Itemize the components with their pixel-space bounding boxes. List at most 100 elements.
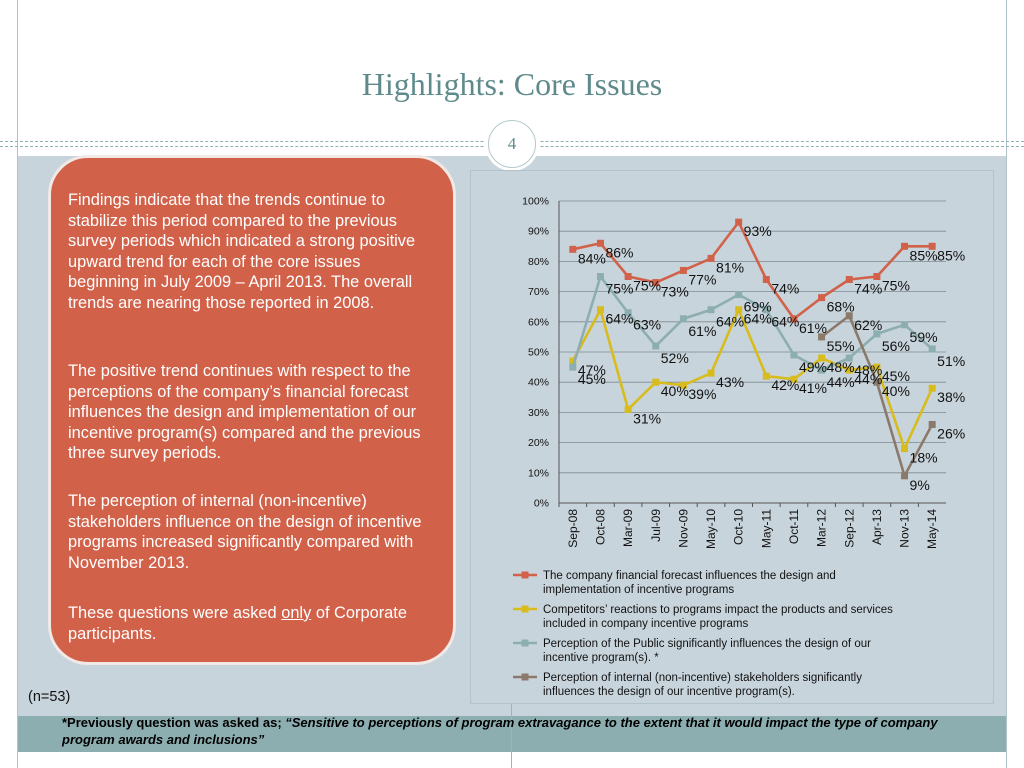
series-2-point [818,354,826,362]
series-2-point [707,369,715,377]
y-tick-label: 20% [528,437,549,449]
series-3-point [624,309,632,317]
series-2-point [790,375,798,383]
legend-marker-1 [521,571,529,579]
y-tick-label: 60% [528,316,549,328]
series-1-point [845,276,853,284]
series-1-point [569,245,577,253]
series-3-point [569,363,577,371]
legend-marker-2 [521,605,529,613]
data-label: 40% [882,383,910,399]
data-label: 48% [827,359,855,375]
series-4-point [928,420,936,428]
slide-title: Highlights: Core Issues [361,66,663,102]
data-label: 77% [688,271,716,287]
data-label: 75% [882,278,910,294]
series-2-point [901,445,909,453]
line-chart: 0% 10% 20% 30% 40% 50% 60% 70% 80% 90% 100% Sep-08 O… [513,196,965,698]
x-tick-label: May-10 [704,509,718,549]
data-label: 39% [688,386,716,402]
data-label: 64% [771,314,799,330]
series-3-point [845,354,853,362]
series-3-point [652,342,660,350]
series-line-1 [572,220,933,321]
series-2-point [845,366,853,374]
series-1-point [762,276,770,284]
legend-entry-3: Perception of the Public significantly i… [543,638,871,650]
series-4-point [845,312,853,320]
series-line-3 [571,275,934,372]
data-label: 93% [744,223,772,239]
y-tick-label: 40% [528,377,549,389]
series-1-point [652,279,660,287]
x-tick-label: May-14 [925,509,939,549]
data-label: 69% [744,299,772,315]
series-2-point [624,405,632,413]
data-label: 31% [633,410,661,426]
paragraph-4-underlined: only [281,604,312,622]
data-label: 73% [661,284,689,300]
data-label: 68% [827,299,855,315]
x-tick-label: Jul-09 [649,509,663,542]
data-label: 61% [799,320,827,336]
series-1-point [818,294,826,302]
data-label: 81% [716,259,744,275]
series-2-point [762,372,770,380]
legend-marker-3 [521,639,529,647]
series-line-2 [571,308,934,450]
legend-entry-2: included in company incentive programs [543,618,748,630]
series-1-point [735,218,743,226]
data-label: 42% [771,377,799,393]
data-label: 51% [937,353,965,369]
x-tick-label: Oct-10 [732,509,746,545]
series-1-point [928,242,936,250]
data-label: 63% [633,317,661,333]
data-label: 64% [744,311,772,327]
x-tick-label: Oct-11 [787,509,801,544]
series-4-point [901,472,909,480]
data-label: 18% [910,450,938,466]
data-label: 52% [661,350,689,366]
chart-container: 0% 10% 20% 30% 40% 50% 60% 70% 80% 90% 100% Sep-08 O… [470,170,994,704]
series-3-point [735,291,743,299]
data-label: 56% [882,338,910,354]
right-border-rule [1006,0,1007,768]
series-4-point [818,333,826,341]
data-label: 47% [578,362,606,378]
left-border-rule [17,0,18,768]
series-3-point [873,330,881,338]
data-label: 74% [771,281,799,297]
legend-entry-4: Perception of internal (non-incentive) s… [543,672,862,684]
series-1-point [790,315,798,323]
series-1-point [873,273,881,280]
series-2-point [569,357,577,365]
series-1-point [596,239,604,247]
data-label: 64% [605,311,633,327]
data-label: 41% [799,380,827,396]
data-label: 74% [854,281,882,297]
findings-paragraph-2: The positive trend continues with respec… [68,362,421,463]
series-1-point [707,254,715,262]
y-tick-label: 50% [528,347,549,359]
footnote-quote: “Sensitive to perceptions of program ext… [62,715,938,747]
y-tick-label: 30% [528,407,549,419]
data-label: 59% [910,329,938,345]
footnote: *Previously question was asked as; “Sens… [62,714,962,748]
x-tick-label: Nov-09 [676,509,690,548]
y-tick-label: 70% [528,286,549,298]
y-tick-label: 10% [528,467,549,479]
data-label: 86% [605,244,633,260]
data-label: 61% [688,323,716,339]
series-3-point [762,306,770,314]
center-divider-rule [511,690,512,768]
findings-paragraph-1: Findings indicate that the trends contin… [68,191,416,312]
data-label: 75% [605,281,633,297]
series-3-point [707,306,715,314]
x-tick-label: Oct-08 [593,509,607,545]
series-3-point [928,345,936,353]
data-label: 9% [910,477,930,493]
series-3-point [596,273,604,280]
data-label: 48% [854,362,882,378]
legend-entry-1: implementation of incentive programs [543,584,734,596]
series-2-point [652,378,660,386]
